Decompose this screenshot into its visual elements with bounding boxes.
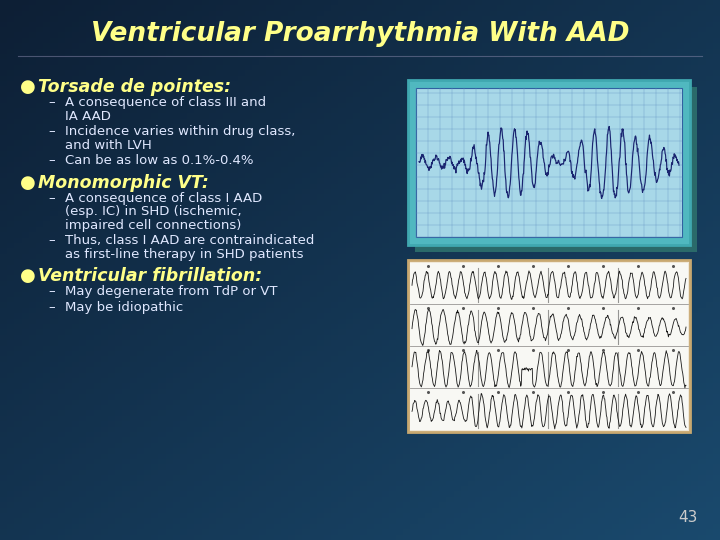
Text: Ventricular fibrillation:: Ventricular fibrillation:: [38, 267, 262, 285]
Bar: [410, 389, 688, 430]
Bar: [410, 305, 688, 346]
Text: ●: ●: [20, 267, 36, 285]
Text: –: –: [48, 96, 55, 109]
Bar: [415, 87, 697, 252]
Text: –: –: [48, 285, 55, 299]
Text: –: –: [48, 192, 55, 205]
Text: May degenerate from TdP or VT: May degenerate from TdP or VT: [65, 285, 277, 299]
Text: Can be as low as 0.1%-0.4%: Can be as low as 0.1%-0.4%: [65, 154, 253, 167]
Text: May be idiopathic: May be idiopathic: [65, 301, 184, 314]
Text: ●: ●: [20, 78, 36, 96]
Text: Torsade de pointes:: Torsade de pointes:: [38, 78, 231, 96]
Text: impaired cell connections): impaired cell connections): [65, 219, 241, 232]
Text: –: –: [48, 234, 55, 247]
Text: Incidence varies within drug class,: Incidence varies within drug class,: [65, 125, 295, 138]
Text: 43: 43: [679, 510, 698, 525]
Text: Ventricular Proarrhythmia With AAD: Ventricular Proarrhythmia With AAD: [91, 21, 629, 47]
Text: –: –: [48, 154, 55, 167]
Text: IA AAD: IA AAD: [65, 110, 111, 123]
Text: –: –: [48, 125, 55, 138]
Text: ●: ●: [20, 174, 36, 192]
Text: –: –: [48, 301, 55, 314]
Text: A consequence of class III and: A consequence of class III and: [65, 96, 266, 109]
Bar: [410, 347, 688, 388]
Bar: [416, 88, 682, 237]
Text: as first-line therapy in SHD patients: as first-line therapy in SHD patients: [65, 248, 304, 261]
Bar: [408, 80, 690, 245]
Bar: [410, 263, 688, 304]
Text: Thus, class I AAD are contraindicated: Thus, class I AAD are contraindicated: [65, 234, 315, 247]
Text: (esp. IC) in SHD (ischemic,: (esp. IC) in SHD (ischemic,: [65, 205, 242, 218]
Text: and with LVH: and with LVH: [65, 139, 152, 152]
Bar: [408, 260, 690, 432]
Text: Monomorphic VT:: Monomorphic VT:: [38, 174, 209, 192]
Text: A consequence of class I AAD: A consequence of class I AAD: [65, 192, 262, 205]
